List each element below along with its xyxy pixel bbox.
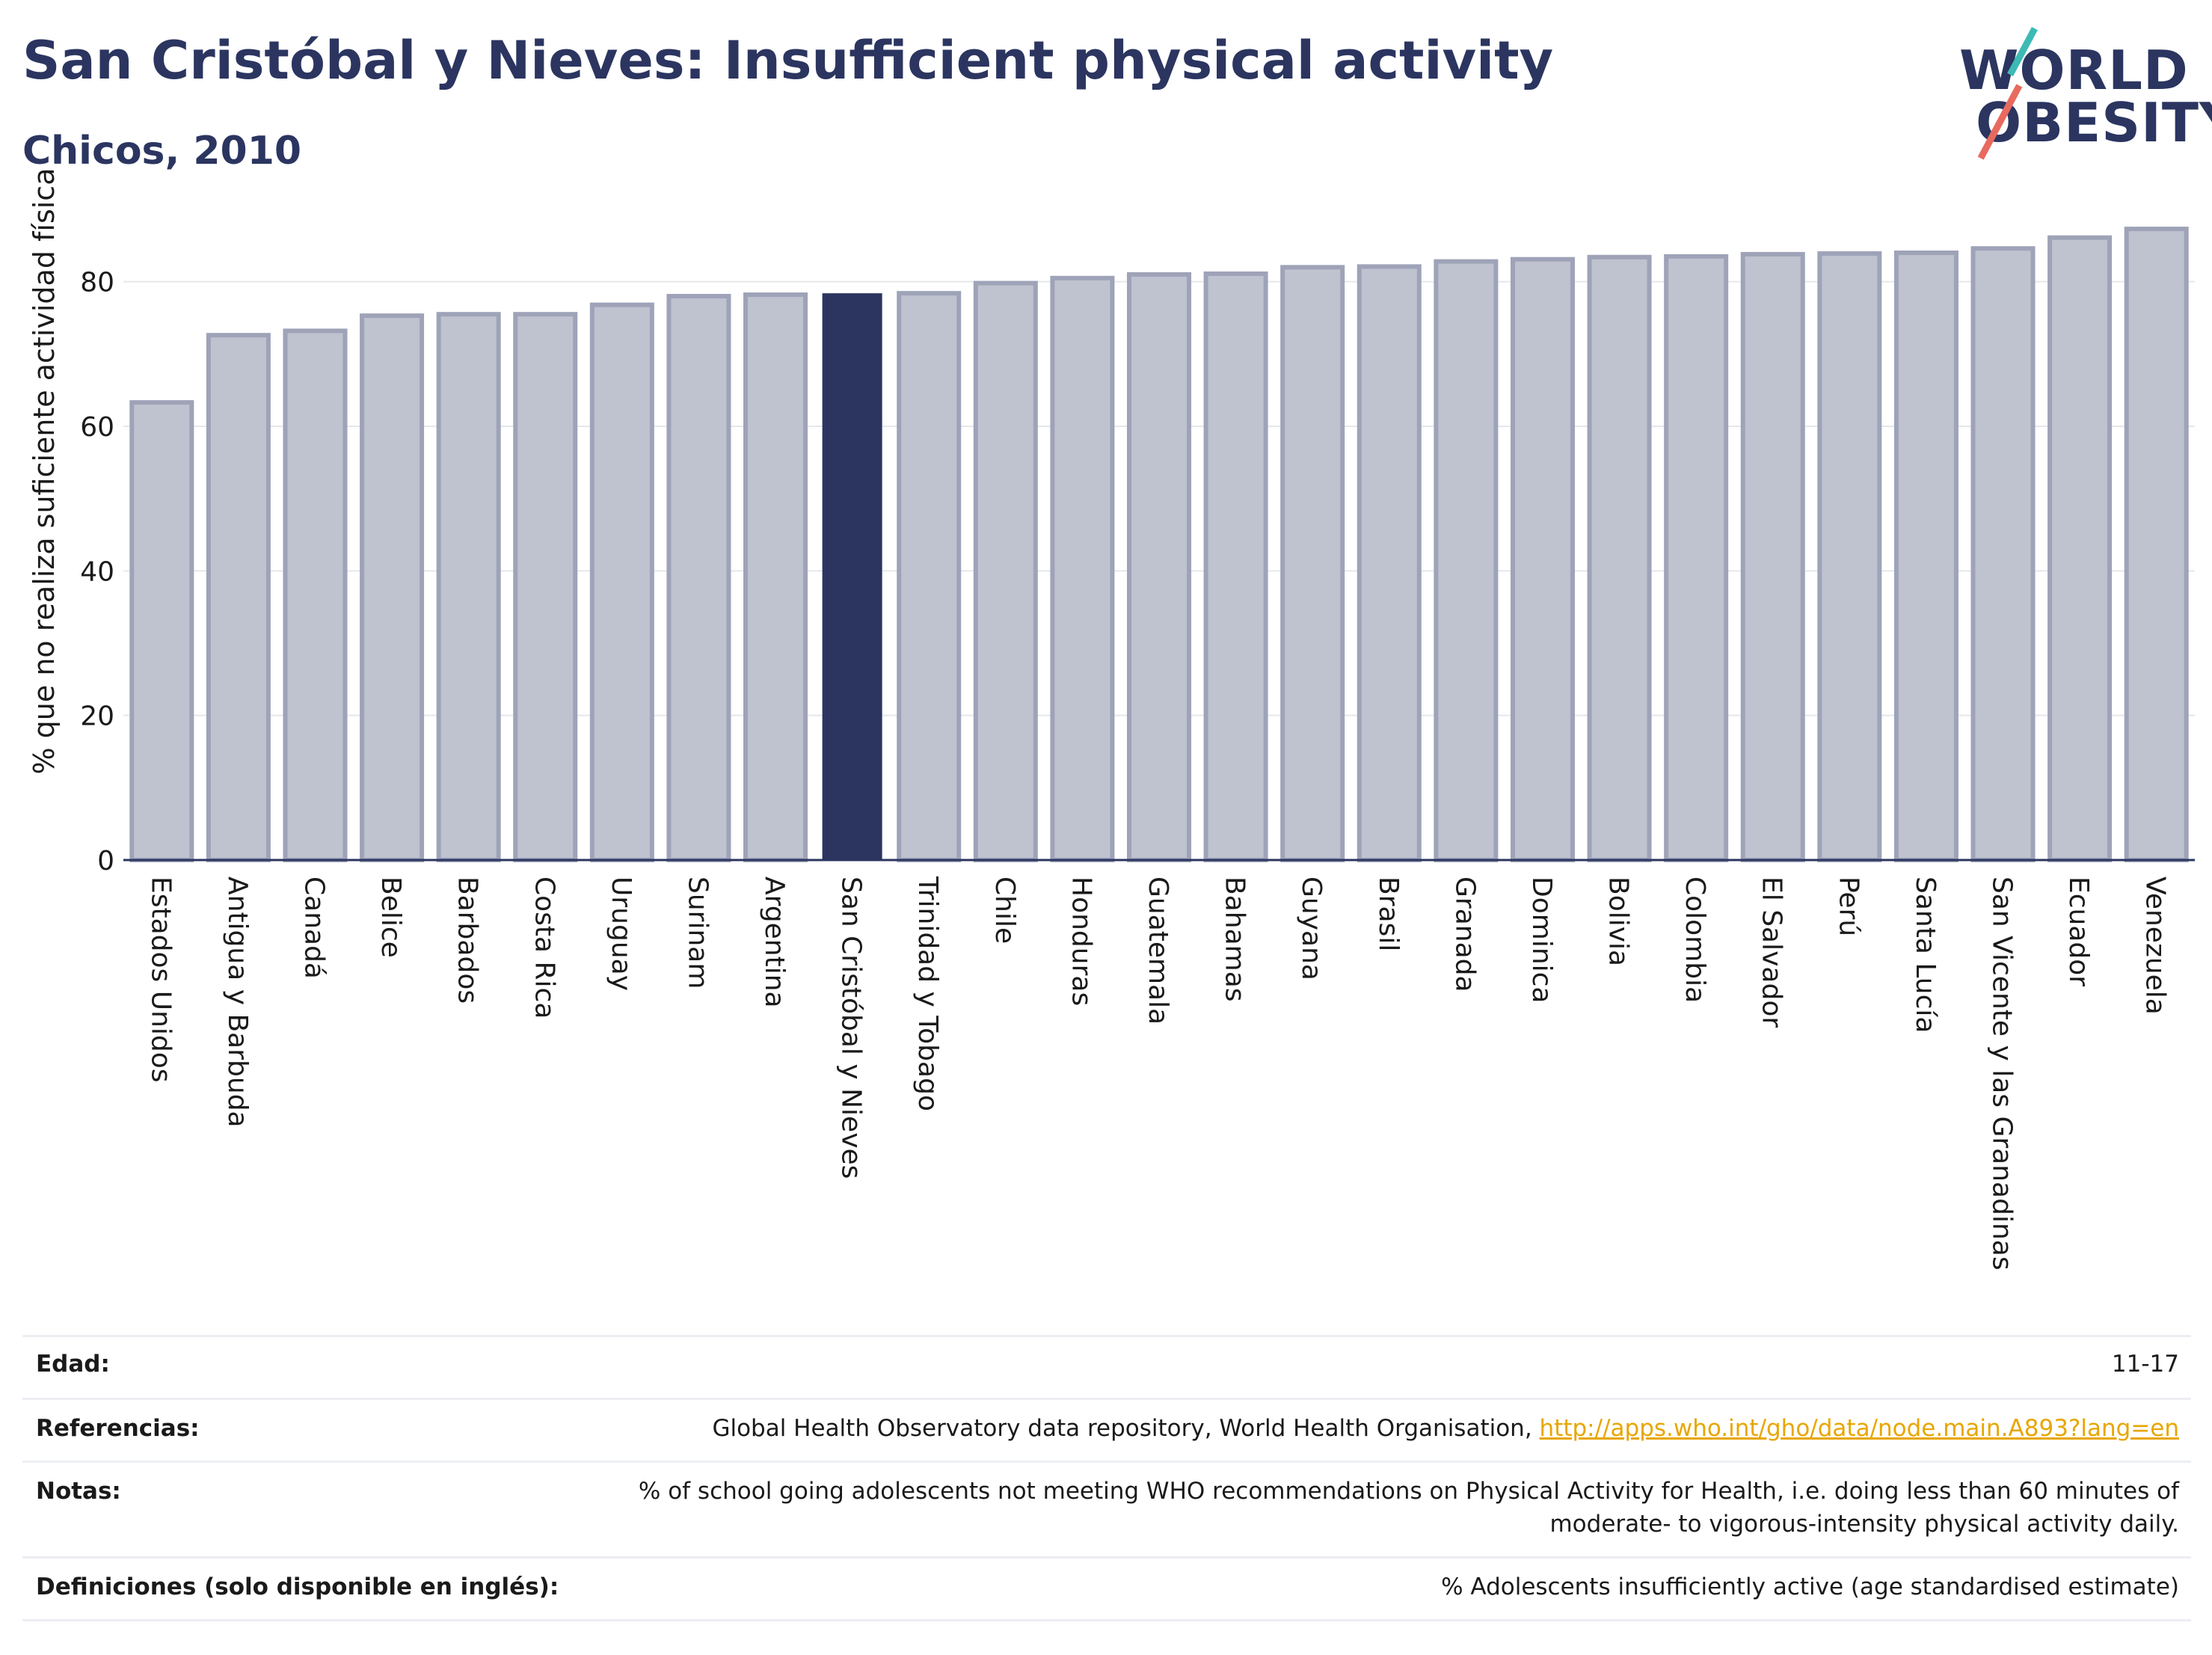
x-tick-label: El Salvador	[1757, 876, 1787, 1028]
x-tick-label: Costa Rica	[529, 876, 559, 1019]
x-tick-labels: Estados Unidos Antigua y Barbuda Canadá Bel…	[145, 876, 2170, 1271]
bar-san-crist-bal-y-nieves[interactable]	[822, 293, 882, 861]
x-tick-label: Brasil	[1373, 876, 1404, 951]
y-tick-label: 40	[80, 556, 114, 587]
chart-subtitle: Chicos, 2010	[22, 129, 302, 174]
bar-trinidad-y-tobago[interactable]	[897, 291, 962, 862]
bar-barbados[interactable]	[436, 312, 501, 862]
bar-el-salvador[interactable]	[1740, 251, 1805, 862]
bar-antigua-y-barbuda[interactable]	[206, 333, 271, 862]
bar-guyana[interactable]	[1280, 265, 1345, 863]
x-tick-label: Belice	[375, 876, 406, 958]
bar-uruguay[interactable]	[589, 302, 654, 863]
logo-line2: OBESITY	[1976, 91, 2212, 154]
x-tick-label: Ecuador	[2063, 876, 2094, 986]
notes-value-line1: % of school going adolescents not meetin…	[638, 1478, 2179, 1505]
y-tick-labels: 0 20 40 60 80	[80, 268, 114, 876]
bar-brasil[interactable]	[1357, 264, 1422, 863]
bar-guatemala[interactable]	[1126, 272, 1192, 862]
x-tick-label: Santa Lucía	[1910, 876, 1941, 1033]
world-obesity-logo[interactable]: WORLD OBESITY	[1944, 21, 2212, 163]
bar-colombia[interactable]	[1664, 254, 1729, 863]
bar-honduras[interactable]	[1050, 275, 1115, 863]
definitions-value: % Adolescents insufficiently active (age…	[1441, 1573, 2179, 1600]
notes-value-line2: moderate- to vigorous-intensity physical…	[1549, 1511, 2179, 1538]
x-tick-label: Honduras	[1066, 876, 1096, 1006]
table-bottom-border	[22, 1619, 2191, 1621]
bar-canad-[interactable]	[283, 328, 348, 862]
x-tick-label: Chile	[989, 876, 1020, 944]
bar-per-[interactable]	[1817, 251, 1882, 862]
bar-dominica[interactable]	[1510, 257, 1575, 862]
logo-line1: WORLD	[1959, 39, 2189, 102]
chart-title: San Cristóbal y Nieves: Insufficient phy…	[22, 30, 1554, 91]
bar-costa-rica[interactable]	[513, 312, 578, 862]
table-row-age: Edad: 11-17	[22, 1335, 2191, 1398]
bar-santa-luc-a[interactable]	[1893, 251, 1958, 862]
bar-argentina[interactable]	[743, 292, 808, 863]
references-text: Global Health Observatory data repositor…	[712, 1415, 1540, 1442]
x-tick-label: Granada	[1449, 876, 1480, 992]
x-tick-label: Bolivia	[1603, 876, 1634, 966]
bars	[129, 227, 2189, 863]
bar-estados-unidos[interactable]	[129, 400, 194, 862]
bar-chile[interactable]	[973, 280, 1038, 863]
bar-san-vicente-y-las-granadinas[interactable]	[1970, 246, 2036, 862]
info-table: Edad: 11-17 Referencias: Global Health O…	[22, 1335, 2191, 1621]
y-tick-label: 20	[80, 701, 114, 732]
bar-ecuador[interactable]	[2047, 235, 2113, 862]
bar-bahamas[interactable]	[1203, 271, 1268, 862]
y-tick-label: 60	[80, 412, 114, 443]
notes-label: Notas:	[36, 1478, 121, 1505]
x-tick-label: Guyana	[1296, 876, 1327, 980]
table-row-notes: Notas: % of school going adolescents not…	[22, 1461, 2191, 1556]
table-row-definitions: Definiciones (solo disponible en inglés)…	[22, 1556, 2191, 1619]
x-tick-label: Argentina	[759, 876, 790, 1008]
x-tick-label: Antigua y Barbuda	[222, 876, 253, 1128]
y-tick-label: 0	[97, 846, 114, 876]
x-tick-label: Barbados	[452, 876, 483, 1004]
table-row-references: Referencias: Global Health Observatory d…	[22, 1398, 2191, 1461]
x-tick-label: Canadá	[298, 876, 329, 979]
references-label: Referencias:	[36, 1415, 200, 1442]
x-tick-label: Estados Unidos	[145, 876, 176, 1083]
bar-surinam[interactable]	[666, 294, 731, 862]
bar-belice[interactable]	[360, 313, 425, 863]
bar-granada[interactable]	[1434, 259, 1499, 863]
x-tick-label: San Vicente y las Granadinas	[1987, 876, 2018, 1271]
x-tick-label: Colombia	[1680, 876, 1710, 1003]
x-tick-label: Perú	[1833, 876, 1864, 936]
y-tick-label: 80	[80, 268, 114, 298]
x-tick-label: Trinidad y Tobago	[912, 876, 943, 1111]
age-label: Edad:	[36, 1351, 110, 1378]
x-tick-label: Guatemala	[1143, 876, 1173, 1025]
definitions-label: Definiciones (solo disponible en inglés)…	[36, 1573, 559, 1600]
x-tick-label: Dominica	[1526, 876, 1557, 1004]
bar-bolivia[interactable]	[1587, 254, 1652, 862]
x-tick-label: Uruguay	[606, 876, 636, 991]
references-link[interactable]: http://apps.who.int/gho/data/node.main.A…	[1539, 1415, 2179, 1442]
x-tick-label: Bahamas	[1220, 876, 1250, 1002]
y-axis-label: % que no realiza suficiente actividad fí…	[28, 168, 61, 775]
x-tick-label: San Cristóbal y Nieves	[836, 876, 867, 1179]
references-value: Global Health Observatory data repositor…	[712, 1412, 2179, 1445]
x-tick-label: Venezuela	[2140, 876, 2171, 1015]
bar-venezuela[interactable]	[2124, 227, 2189, 863]
age-value: 11-17	[2111, 1351, 2179, 1378]
bar-chart: 0 20 40 60 80 Estados Unidos Antigua y Barbud…	[28, 168, 2195, 1271]
x-tick-label: Surinam	[682, 876, 713, 989]
